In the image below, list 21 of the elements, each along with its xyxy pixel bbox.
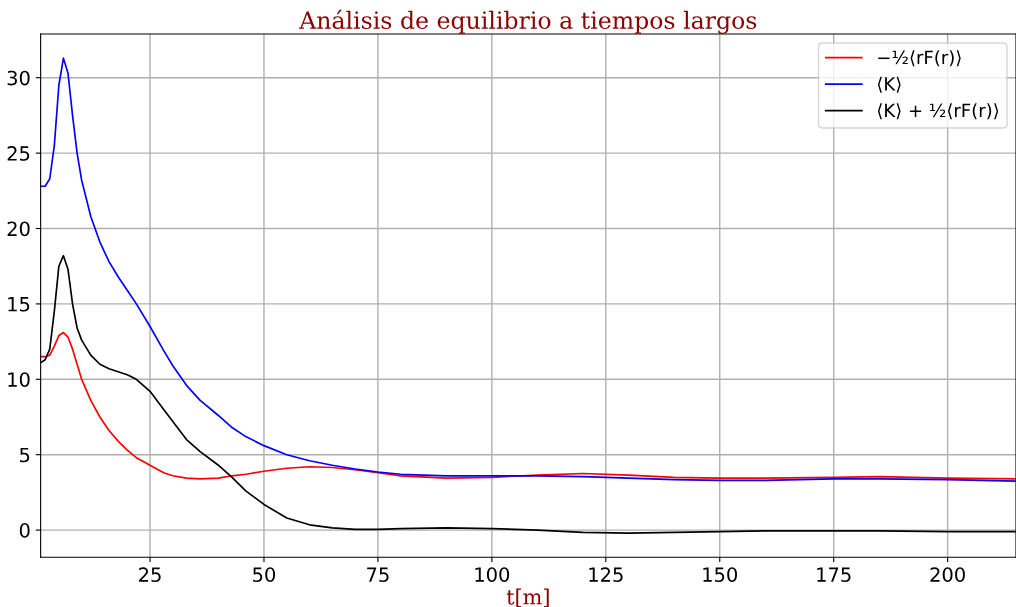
y-tick-label: 25 <box>7 146 30 161</box>
y-tick-label: 30 <box>7 70 30 86</box>
x-tick-label: 25 <box>139 567 161 582</box>
y-tick-label: 5 <box>20 447 30 463</box>
chart-title: Análisis de equilibrio a tiempos largos <box>299 9 757 34</box>
x-tick-label: 50 <box>253 567 276 582</box>
x-tick-label: 150 <box>703 567 738 582</box>
x-tick-label: 200 <box>930 567 965 582</box>
x-tick-label: 100 <box>475 567 510 582</box>
x-axis-title: t[m] <box>506 588 549 607</box>
line-series <box>40 331 1016 480</box>
y-tick-label: 0 <box>19 523 30 538</box>
y-tick-label: 20 <box>7 221 30 237</box>
legend-label: ⟨K⟩ + ½⟨rF(r)⟩ <box>877 103 999 120</box>
legend-label: ⟨K⟩ <box>877 76 901 93</box>
y-tick-label: 15 <box>8 297 30 312</box>
y-tick-label: 10 <box>8 372 30 387</box>
x-tick-label: 125 <box>589 567 623 582</box>
x-tick-label: 75 <box>367 567 389 582</box>
x-tick-label: 175 <box>817 567 851 582</box>
legend-label: −½⟨rF(r)⟩ <box>878 50 961 67</box>
